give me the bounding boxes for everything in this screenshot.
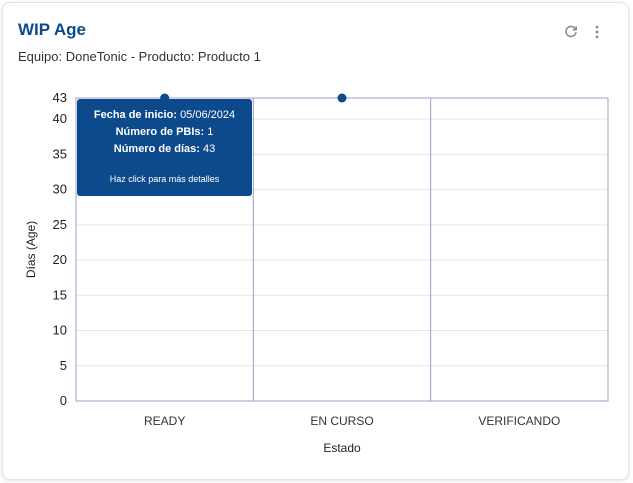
- refresh-icon[interactable]: [562, 22, 580, 42]
- y-tick-label: 40: [53, 111, 67, 126]
- more-vertical-icon[interactable]: [588, 22, 606, 42]
- tooltip-start-label: Fecha de inicio:: [93, 109, 177, 121]
- x-tick-label: READY: [144, 414, 185, 428]
- tooltip-days-value: 43: [203, 143, 216, 155]
- y-tick-label: 43: [53, 90, 67, 105]
- y-tick-label: 20: [53, 252, 67, 267]
- y-tick-label: 30: [53, 182, 67, 197]
- y-tick-label: 5: [60, 358, 67, 373]
- widget-title: WIP Age: [18, 20, 87, 39]
- y-tick-label: 35: [53, 146, 67, 161]
- y-tick-label: 25: [53, 217, 67, 232]
- y-tick-label: 0: [60, 393, 67, 408]
- tooltip-pbis-label: Número de PBIs:: [115, 126, 205, 138]
- y-tick-label: 15: [53, 287, 67, 302]
- x-axis-label: Estado: [323, 441, 361, 455]
- x-tick-label: VERIFICANDO: [478, 414, 560, 428]
- x-tick-label: EN CURSO: [310, 414, 373, 428]
- point-tooltip[interactable]: Fecha de inicio: 05/06/2024 Número de PB…: [77, 99, 252, 196]
- widget-subtitle: Equipo: DoneTonic - Producto: Producto 1: [18, 49, 261, 64]
- y-axis-label: Días (Age): [24, 221, 38, 278]
- data-point[interactable]: [337, 93, 347, 103]
- tooltip-hint: Haz click para más detalles: [109, 174, 220, 184]
- y-tick-label: 10: [53, 323, 67, 338]
- tooltip-days-label: Número de días:: [113, 143, 200, 155]
- tooltip-start-value: 05/06/2024: [180, 109, 236, 121]
- tooltip-pbis-value: 1: [207, 126, 214, 138]
